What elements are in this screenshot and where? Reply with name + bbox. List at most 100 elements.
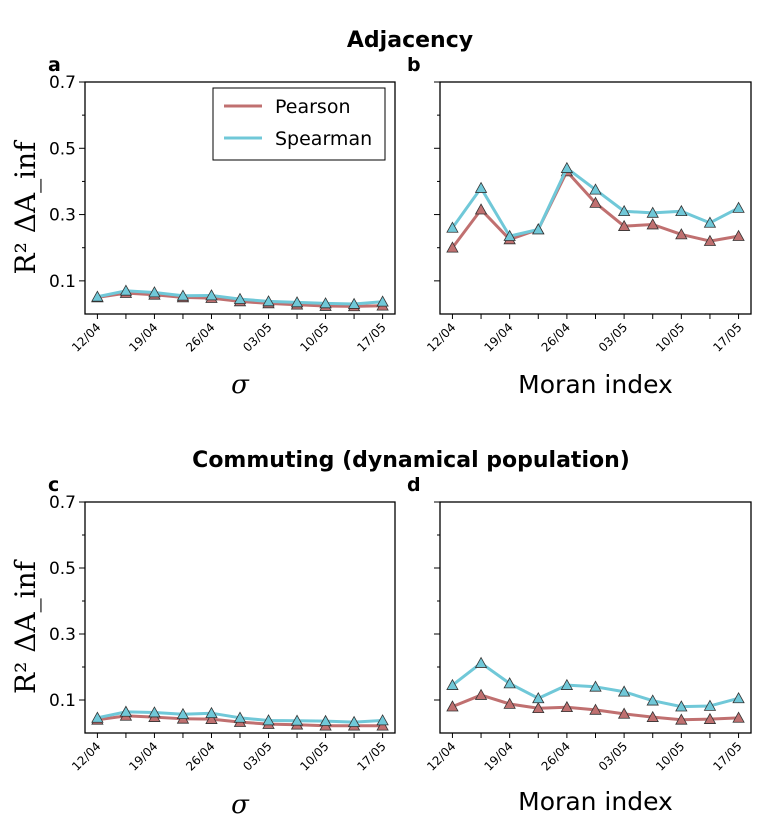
- plot-frame: [439, 81, 752, 315]
- xtick-label: 17/05: [710, 739, 744, 773]
- data-point-pearson: [474, 688, 488, 700]
- x-axis-label: Moran index: [518, 787, 673, 814]
- plot-frame: [84, 501, 396, 734]
- legend-label-spearman: Spearman: [275, 128, 372, 150]
- x-axis-label: σ: [231, 790, 250, 814]
- data-point-spearman: [148, 706, 161, 718]
- data-point-pearson: [703, 712, 717, 724]
- xtick-label: 17/05: [710, 320, 744, 354]
- data-point-spearman: [119, 705, 133, 717]
- data-point-spearman: [176, 289, 190, 301]
- group-title-adjacency: Adjacency: [347, 28, 473, 53]
- data-point-pearson: [560, 700, 574, 713]
- data-point-spearman: [376, 295, 389, 307]
- data-point-pearson: [205, 712, 218, 724]
- data-point-spearman: [233, 292, 247, 304]
- data-point-spearman: [347, 715, 361, 727]
- legend-box: [212, 87, 386, 161]
- data-point-spearman: [646, 694, 659, 706]
- x-axis-label: Moran index: [518, 370, 673, 399]
- panel-letter: a: [48, 54, 61, 76]
- xtick-label: 10/05: [297, 320, 331, 354]
- data-point-pearson: [617, 219, 631, 231]
- xtick-label: 19/04: [481, 739, 515, 773]
- ytick-label: 0.1: [49, 691, 76, 711]
- data-point-spearman: [589, 680, 602, 692]
- xtick-label: 19/04: [126, 320, 160, 354]
- data-point-pearson: [503, 697, 516, 709]
- ytick-label: 0.1: [49, 272, 76, 292]
- data-point-spearman: [91, 290, 104, 302]
- xtick-label: 26/04: [183, 320, 217, 354]
- plot-frame: [84, 81, 396, 315]
- panel-c: c 0.1 0.3 0.5 0.7 12/04 19/04 26/04 03/05 10/05 17…: [9, 474, 396, 814]
- data-point-pearson: [703, 234, 717, 246]
- ytick-label: 0.5: [49, 139, 76, 159]
- data-point-pearson: [474, 203, 488, 215]
- data-point-spearman: [290, 296, 304, 308]
- panel-letter: b: [407, 54, 421, 76]
- data-point-pearson: [446, 241, 459, 253]
- data-point-pearson: [532, 701, 545, 714]
- ytick-label: 0.3: [49, 625, 76, 645]
- xtick-label: 17/05: [354, 320, 388, 354]
- data-point-spearman: [675, 700, 688, 712]
- data-point-spearman: [617, 685, 631, 697]
- xtick-label: 12/04: [424, 739, 458, 773]
- xtick-label: 03/05: [240, 739, 274, 773]
- legend: Pearson Spearman: [212, 87, 386, 161]
- xtick-label: 26/04: [539, 739, 573, 773]
- data-point-pearson: [589, 703, 602, 715]
- data-point-spearman: [560, 678, 574, 690]
- xtick-label: 26/04: [539, 320, 573, 354]
- data-point-spearman: [176, 707, 190, 719]
- data-point-spearman: [148, 286, 161, 298]
- data-point-spearman: [732, 201, 745, 213]
- data-point-spearman: [503, 229, 516, 241]
- xtick-label: 03/05: [596, 739, 630, 773]
- data-point-pearson: [646, 710, 659, 722]
- panel-a: a 0.1 0.3 0.5 0.7 12/04 19/04 26/04 03/05 10/05 17…: [9, 54, 396, 400]
- data-point-spearman: [474, 656, 488, 668]
- y-axis-label: R² ΔA_inf: [9, 139, 42, 275]
- y-axis-label: R² ΔA_inf: [9, 558, 42, 694]
- data-point-pearson: [646, 218, 659, 230]
- data-point-pearson: [617, 707, 631, 719]
- panel-b: b 12/04 19/04 26/04 03/05 10/05 17/05 Moran ind…: [407, 54, 752, 399]
- data-point-pearson: [675, 228, 688, 240]
- xtick-label: 17/05: [354, 739, 388, 773]
- data-point-spearman: [233, 711, 247, 723]
- data-point-spearman: [91, 711, 104, 723]
- data-point-spearman: [732, 692, 745, 704]
- panels: a 0.1 0.3 0.5 0.7 12/04 19/04 26/04 03/05 10/05 17…: [9, 54, 752, 814]
- xtick-label: 12/04: [69, 320, 103, 354]
- data-point-spearman: [532, 223, 545, 235]
- panel-letter: c: [48, 474, 59, 496]
- panel-d: d 12/04 19/04 26/04 03/05 10/05 17/05 Moran ind…: [407, 474, 752, 814]
- xtick-label: 26/04: [183, 739, 217, 773]
- ytick-label: 0.7: [49, 493, 76, 513]
- data-point-spearman: [646, 206, 659, 218]
- data-point-pearson: [732, 711, 745, 723]
- xtick-label: 03/05: [596, 320, 630, 354]
- ytick-label: 0.5: [49, 559, 76, 579]
- xtick-label: 19/04: [481, 320, 515, 354]
- plot-frame: [439, 501, 752, 734]
- data-point-spearman: [503, 677, 516, 689]
- data-point-spearman: [262, 714, 275, 726]
- data-point-spearman: [319, 714, 332, 726]
- data-point-spearman: [376, 714, 389, 726]
- xtick-label: 10/05: [653, 739, 687, 773]
- xtick-label: 12/04: [69, 739, 103, 773]
- xtick-label: 10/05: [653, 320, 687, 354]
- data-point-spearman: [347, 297, 361, 309]
- data-point-spearman: [205, 706, 218, 718]
- data-point-pearson: [732, 229, 745, 241]
- panel-letter: d: [407, 474, 421, 496]
- ytick-label: 0.7: [49, 73, 76, 93]
- xtick-label: 12/04: [424, 320, 458, 354]
- data-point-spearman: [560, 161, 574, 173]
- data-point-spearman: [446, 678, 459, 690]
- data-point-spearman: [119, 284, 133, 296]
